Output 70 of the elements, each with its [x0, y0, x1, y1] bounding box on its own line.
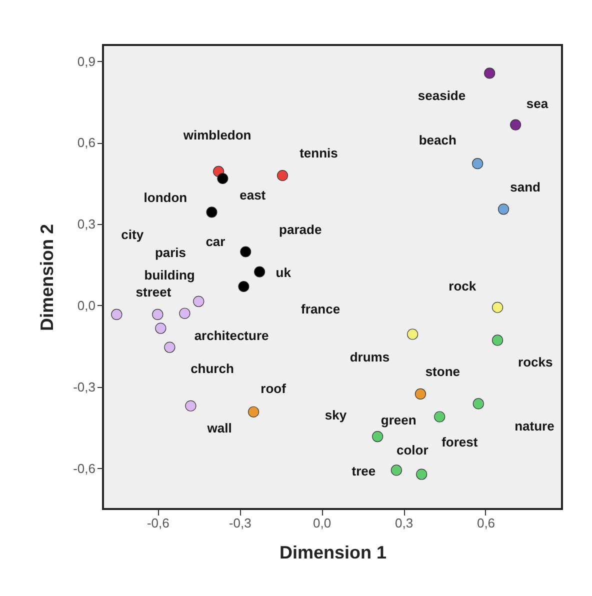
point: [472, 158, 484, 170]
annotation: street: [136, 284, 172, 300]
annotation: sea: [526, 96, 549, 111]
annotation: nature: [514, 418, 554, 434]
point: [206, 206, 218, 218]
point: [152, 308, 164, 320]
point: [276, 170, 288, 182]
annotation: green: [380, 412, 416, 428]
annotation: east: [240, 187, 266, 202]
y-tick-label: 0,9: [77, 54, 96, 69]
x-tick-label: 0,0: [313, 516, 332, 530]
annotation: london: [144, 190, 188, 206]
annotation: tennis: [300, 146, 338, 161]
x-tick-label: -0,3: [228, 516, 252, 530]
annotation: color: [396, 442, 428, 458]
y-axis-title: Dimension 2: [37, 224, 58, 332]
annotation: stone: [425, 364, 460, 380]
annotation: forest: [442, 434, 478, 450]
annotation: sky: [324, 408, 348, 423]
point: [492, 302, 504, 313]
point: [484, 68, 496, 79]
point: [510, 119, 522, 130]
point: [248, 406, 260, 418]
annotation: beach: [418, 132, 456, 148]
annotation: france: [301, 301, 340, 316]
point: [434, 411, 446, 422]
annotation: sand: [510, 179, 541, 194]
point: [254, 266, 266, 278]
point: [472, 398, 484, 410]
annotation: rocks: [518, 354, 553, 370]
annotation: tree: [352, 463, 376, 478]
point: [498, 204, 510, 215]
point: [155, 322, 166, 334]
annotation: building: [144, 268, 195, 283]
y-tick-label: 0,0: [77, 298, 96, 313]
point: [193, 296, 204, 307]
point: [179, 308, 190, 319]
point: [372, 431, 384, 442]
point: [217, 172, 228, 184]
y-tick-label: 0,6: [77, 135, 96, 150]
annotation: wall: [206, 420, 232, 436]
point: [185, 400, 196, 412]
y-tick-label: -0,3: [73, 379, 96, 394]
x-tick-label: 0,6: [476, 516, 496, 530]
y-tick-label: -0,6: [73, 460, 96, 476]
point: [240, 246, 252, 258]
annotation: drums: [350, 349, 390, 364]
annotation: architecture: [194, 328, 269, 343]
point: [238, 280, 250, 292]
annotation: wimbledon: [182, 127, 252, 142]
point: [111, 308, 122, 320]
x-axis-title: Dimension 1: [279, 542, 387, 562]
annotation: car: [206, 234, 226, 250]
y-tick-label: 0,3: [77, 216, 96, 232]
annotation: rock: [448, 278, 477, 294]
annotation: paris: [154, 244, 186, 260]
point: [390, 464, 402, 476]
annotation: church: [190, 360, 234, 376]
point: [164, 342, 176, 353]
point: [416, 468, 428, 480]
annotation: parade: [279, 222, 322, 238]
x-tick-label: 0,3: [394, 516, 414, 530]
point: [492, 334, 504, 346]
annotation: seaside: [418, 88, 466, 104]
x-tick-label: -0,6: [146, 516, 170, 530]
annotation: city: [121, 226, 144, 242]
point: [407, 328, 418, 340]
point: [414, 388, 426, 400]
annotation: roof: [260, 380, 287, 396]
annotation: uk: [276, 264, 292, 280]
